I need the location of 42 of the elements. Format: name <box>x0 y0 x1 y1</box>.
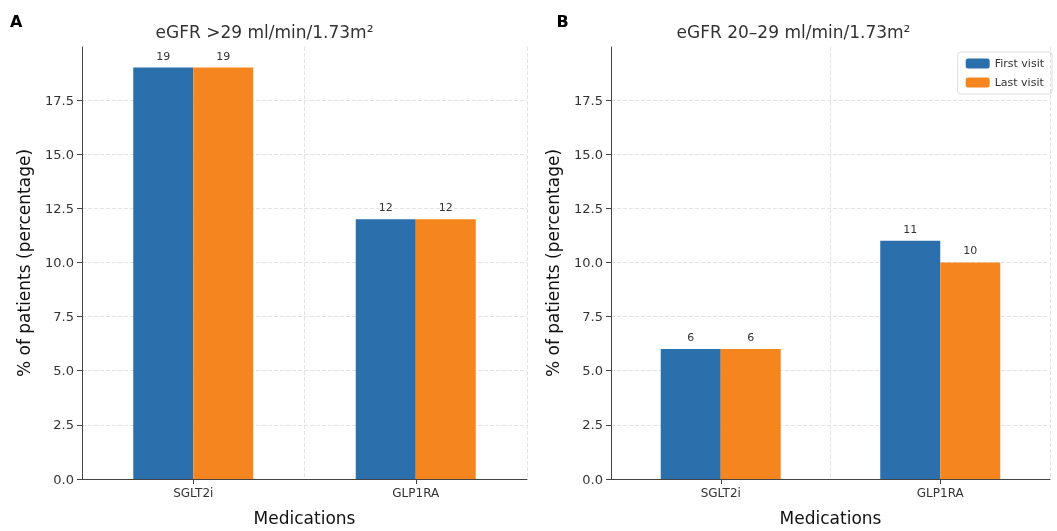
legend-label: Last visit <box>994 76 1044 89</box>
data-label: 6 <box>686 331 694 345</box>
y-axis-title: % of patients (percentage) <box>542 148 562 378</box>
bar <box>720 349 781 479</box>
bar <box>939 262 1000 479</box>
y-tick-label: 7.5 <box>581 309 603 325</box>
x-axis-title: Medications <box>779 507 882 528</box>
bar <box>879 240 940 479</box>
y-tick-label: 12.5 <box>45 200 74 216</box>
y-tick-label: 0.0 <box>53 471 74 487</box>
data-label: 19 <box>156 49 171 63</box>
y-tick-label: 0.0 <box>581 471 603 487</box>
y-axis-title: % of patients (percentage) <box>13 148 34 378</box>
data-label: 12 <box>378 201 393 215</box>
y-tick-label: 15.0 <box>45 146 74 162</box>
y-tick-label: 5.0 <box>53 363 74 379</box>
y-tick-label: 12.5 <box>573 200 603 216</box>
y-tick-label: 17.5 <box>573 92 603 108</box>
x-axis-title: Medications <box>253 507 356 528</box>
y-tick-label: 5.0 <box>581 363 603 379</box>
chart-title: eGFR 20–29 ml/min/1.73m² <box>676 21 910 42</box>
x-tick-label: SGLT2i <box>700 486 741 500</box>
x-tick-label: GLP1RA <box>392 486 440 500</box>
data-label: 12 <box>438 201 453 215</box>
data-label: 11 <box>902 222 917 236</box>
chart-title: eGFR >29 ml/min/1.73m² <box>155 21 374 42</box>
data-label: 6 <box>746 331 754 345</box>
y-tick-label: 17.5 <box>45 92 74 108</box>
text: A <box>10 12 23 31</box>
x-tick-label: GLP1RA <box>916 486 964 500</box>
bar <box>660 349 721 479</box>
y-tick-label: 2.5 <box>581 417 603 433</box>
y-tick-label: 10.0 <box>573 254 603 270</box>
y-tick-label: 10.0 <box>45 254 74 270</box>
data-label: 19 <box>216 49 231 63</box>
data-label: 10 <box>962 244 977 258</box>
text: B <box>556 12 569 31</box>
legend-label: First visit <box>994 57 1045 70</box>
y-tick-label: 15.0 <box>573 146 603 162</box>
y-tick-label: 2.5 <box>53 417 74 433</box>
y-tick-label: 7.5 <box>53 309 74 325</box>
x-tick-label: SGLT2i <box>173 486 214 500</box>
